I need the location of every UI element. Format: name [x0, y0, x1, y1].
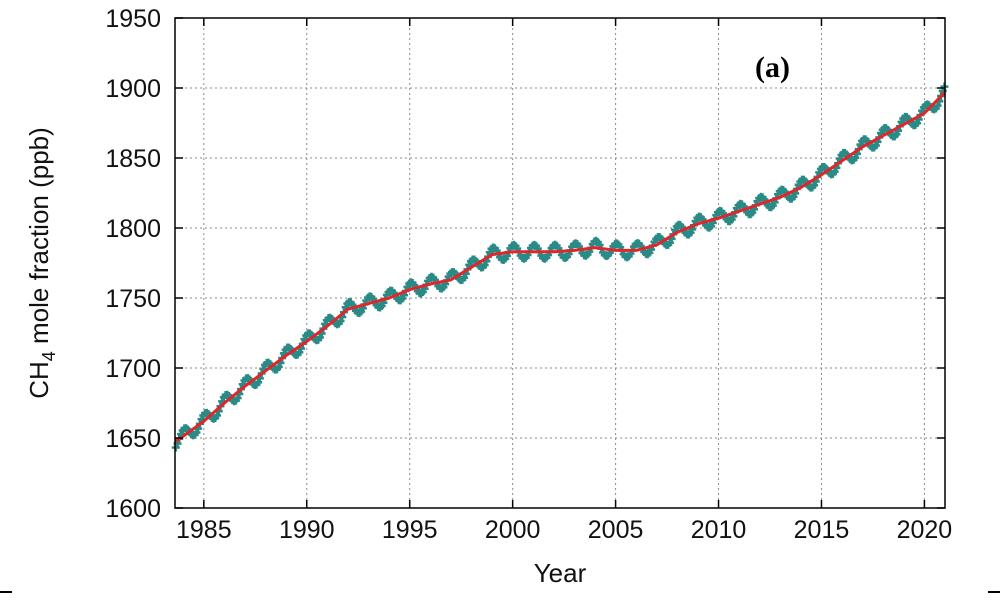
trend-line: [174, 91, 947, 444]
monthly-point: [213, 411, 221, 420]
x-axis-label: Year: [534, 558, 587, 588]
y-tick-label: 1850: [105, 145, 161, 173]
monthly-series: [171, 82, 949, 452]
x-tick-label: 1985: [176, 516, 232, 544]
plot-frame: [174, 17, 946, 509]
y-tick-label: 1950: [105, 5, 161, 33]
y-tick-label: 1800: [105, 215, 161, 243]
x-tick-label: 2020: [897, 516, 953, 544]
x-tick-label: 2005: [588, 516, 644, 544]
y-axis-label-main: CH: [24, 361, 54, 399]
y-tick-label: 1650: [105, 425, 161, 453]
axis-ticks: 1985 1990 1995 2000 2005 2010 2015 2020 1600 1650…: [105, 5, 952, 544]
y-tick-label: 1700: [105, 355, 161, 383]
y-tick-label: 1900: [105, 75, 161, 103]
monthly-point: [336, 317, 345, 326]
grid-lines: [175, 18, 945, 508]
x-tick-label: 2010: [691, 516, 747, 544]
y-axis-label: CH4 mole fraction (ppb): [24, 127, 59, 399]
panel-label: (a): [755, 51, 790, 84]
x-tick-label: 2015: [794, 516, 850, 544]
y-axis-label-subscript: 4: [39, 351, 59, 361]
x-tick-label: 1995: [382, 516, 438, 544]
y-tick-label: 1750: [105, 285, 161, 313]
monthly-point: [933, 101, 942, 110]
monthly-point: [233, 394, 242, 403]
monthly-line: [174, 86, 946, 448]
y-tick-label: 1600: [105, 495, 161, 523]
y-axis-label-rest: mole fraction (ppb): [24, 127, 54, 351]
x-tick-label: 2000: [485, 516, 541, 544]
x-tick-label: 1990: [279, 516, 335, 544]
